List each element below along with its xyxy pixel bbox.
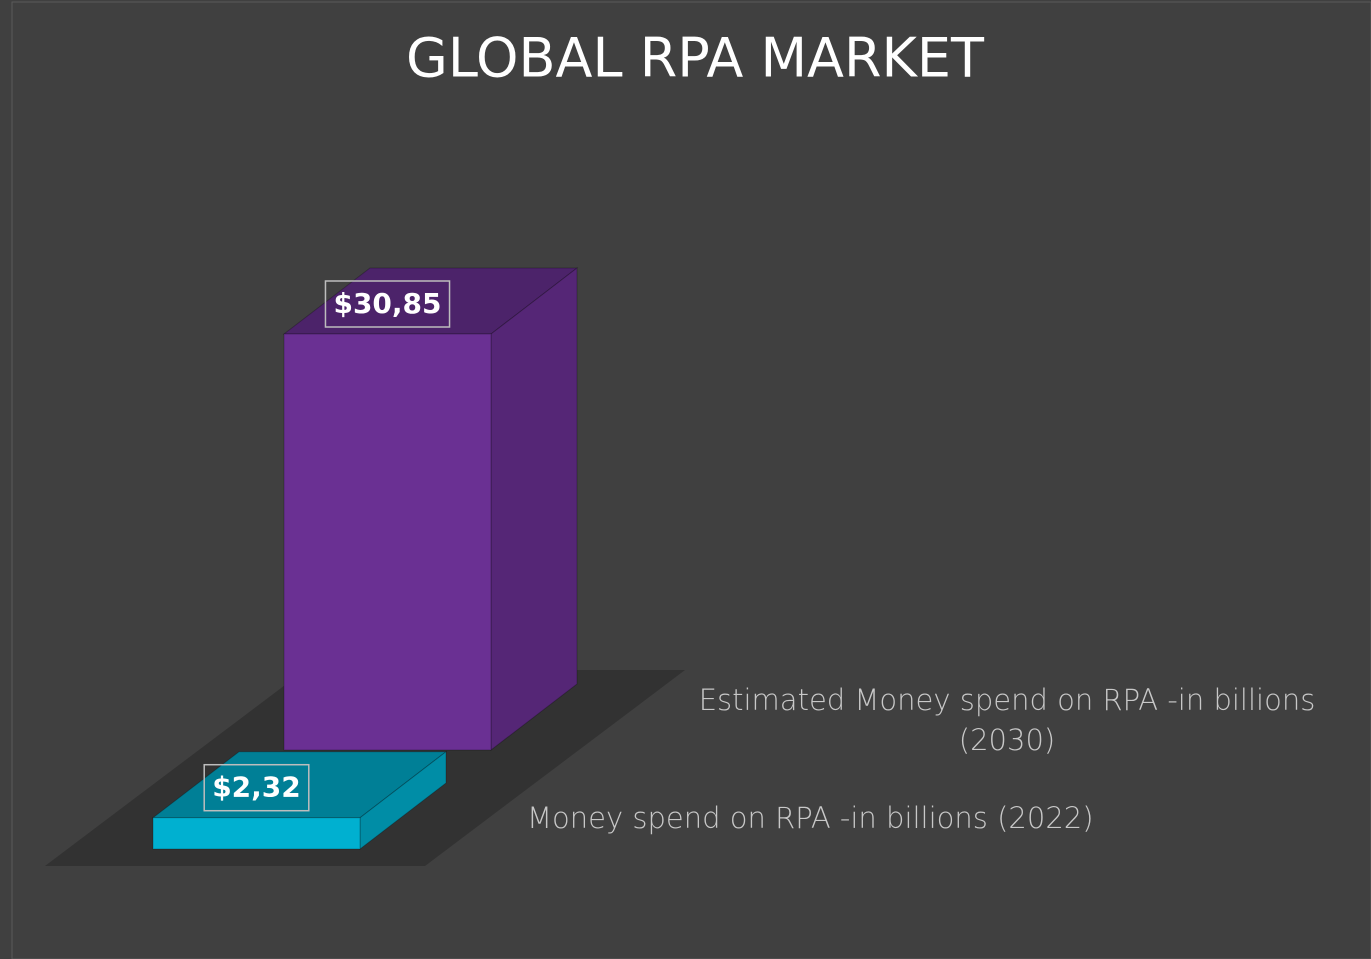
data-label: $2,32 <box>212 771 301 804</box>
series-label: Estimated Money spend on RPA -in billion… <box>698 683 1316 757</box>
data-label-box <box>324 280 451 328</box>
chart-title: GLOBAL RPA MARKET <box>406 27 985 90</box>
data-label: $30,85 <box>333 287 441 320</box>
bar-side <box>490 266 578 752</box>
bar <box>152 817 361 850</box>
series-label: Money spend on RPA -in billions (2022) <box>527 801 1094 835</box>
bar <box>283 333 492 751</box>
data-label-box <box>203 763 310 812</box>
